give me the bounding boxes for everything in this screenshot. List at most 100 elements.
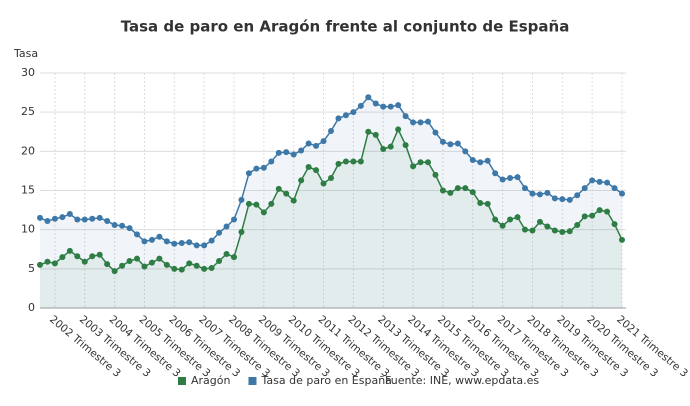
point <box>119 262 126 269</box>
point <box>275 185 282 192</box>
point <box>551 227 558 234</box>
point <box>342 158 349 165</box>
point <box>37 214 43 221</box>
point <box>275 149 282 156</box>
point <box>148 259 155 266</box>
point <box>156 255 163 262</box>
legend-swatch <box>178 377 186 385</box>
point <box>447 141 454 148</box>
point <box>134 255 140 262</box>
point <box>171 240 178 247</box>
point <box>245 170 252 177</box>
point <box>163 261 170 268</box>
point <box>305 164 312 170</box>
point <box>604 179 611 186</box>
point <box>208 237 215 244</box>
point <box>574 221 581 228</box>
point <box>581 213 588 220</box>
point <box>410 163 417 170</box>
point <box>335 115 342 122</box>
y-axis-label: Tasa <box>13 47 38 60</box>
point <box>223 223 230 230</box>
point <box>380 145 387 152</box>
point <box>559 229 566 236</box>
point <box>104 218 111 225</box>
point <box>178 239 185 246</box>
point <box>619 236 625 243</box>
point <box>298 147 305 154</box>
point <box>350 158 357 165</box>
point <box>44 218 51 225</box>
point <box>89 253 96 260</box>
point <box>469 156 476 163</box>
point <box>320 180 327 187</box>
point <box>596 207 603 214</box>
point <box>201 265 208 272</box>
y-tick-label: 20 <box>21 144 35 157</box>
point <box>395 102 402 109</box>
chart-title: Tasa de paro en Aragón frente al conjunt… <box>121 18 570 36</box>
point <box>89 215 96 222</box>
point <box>387 103 394 110</box>
point <box>178 266 185 273</box>
point <box>484 157 491 164</box>
point <box>611 185 618 192</box>
point <box>111 268 118 275</box>
point <box>216 229 223 236</box>
point <box>231 254 237 261</box>
point <box>372 100 379 107</box>
point <box>529 190 536 197</box>
point <box>484 200 491 207</box>
point <box>499 222 506 229</box>
point <box>589 212 596 219</box>
point <box>499 176 506 183</box>
point <box>559 196 566 203</box>
point <box>566 228 573 235</box>
point <box>66 247 73 254</box>
point <box>328 174 334 181</box>
point <box>37 261 43 268</box>
point <box>454 140 461 147</box>
point <box>104 261 111 268</box>
point <box>402 113 409 120</box>
legend-label: Tasa de paro en España <box>260 374 391 387</box>
point <box>417 119 424 126</box>
point <box>313 142 320 149</box>
point <box>44 258 51 265</box>
point <box>320 138 327 145</box>
point <box>357 158 364 165</box>
point <box>477 200 484 207</box>
point <box>365 94 372 101</box>
point <box>208 265 215 272</box>
point <box>551 195 558 202</box>
point <box>372 131 379 138</box>
point <box>313 167 320 174</box>
point <box>432 171 439 178</box>
point <box>81 258 88 265</box>
point <box>141 263 148 270</box>
point <box>335 160 342 167</box>
point <box>66 211 73 217</box>
point <box>387 143 394 150</box>
point <box>59 214 66 221</box>
point <box>305 140 312 147</box>
point <box>365 128 372 135</box>
point <box>253 165 260 172</box>
point <box>186 260 193 267</box>
point <box>59 254 66 261</box>
point <box>126 225 133 232</box>
point <box>492 216 499 223</box>
point <box>544 223 551 230</box>
area <box>40 129 622 308</box>
point <box>380 103 387 110</box>
point <box>283 149 290 156</box>
point <box>410 119 417 126</box>
point <box>536 218 543 225</box>
point <box>193 242 200 249</box>
point <box>619 190 625 197</box>
point <box>268 158 275 165</box>
point <box>425 159 431 166</box>
legend-swatch <box>248 377 257 385</box>
point <box>432 129 439 136</box>
point <box>111 221 118 228</box>
